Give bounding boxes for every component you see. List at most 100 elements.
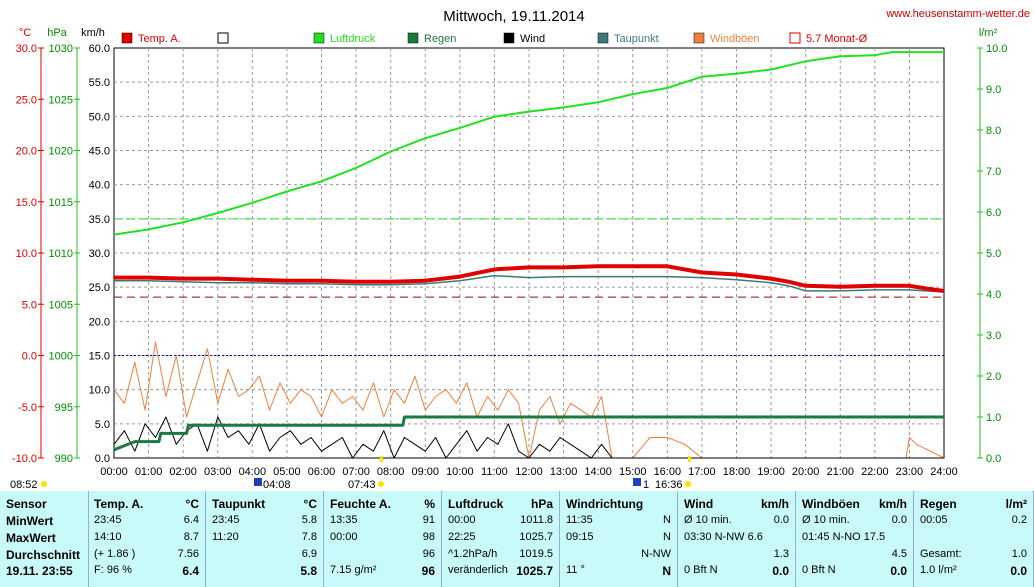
- plot-area: [113, 51, 945, 459]
- wind-tick-label: 20.0: [89, 316, 110, 328]
- moonset-label: 1: [643, 479, 649, 490]
- temp-tick-label: -5.0: [18, 402, 37, 414]
- cell-label: F: 96 %: [94, 564, 132, 576]
- x-tick-label: 08:00: [377, 466, 405, 478]
- rain-unit-label: l/m²: [979, 27, 998, 39]
- sunset-label: 16:36: [655, 479, 683, 490]
- x-tick-label: 00:00: [100, 466, 128, 478]
- cell-label: 09:15: [566, 531, 594, 543]
- x-tick-label: 19:00: [757, 466, 785, 478]
- x-tick-label: 24:00: [930, 466, 958, 478]
- pressure-tick-label: 1005: [49, 299, 73, 311]
- sun-icon: [378, 481, 384, 487]
- wind-unit-label: km/h: [81, 27, 105, 39]
- column-unit: km/h: [760, 497, 789, 511]
- cell-label: 00:00: [448, 514, 476, 526]
- rain-tick-label: 4.0: [986, 289, 1001, 301]
- x-tick-label: 17:00: [688, 466, 716, 478]
- cell-value: 0.2: [1011, 514, 1027, 526]
- series-windb-en: [113, 341, 945, 459]
- cell-label: Ø 10 min.: [684, 514, 732, 526]
- cell-value: 96: [421, 564, 435, 578]
- wind-tick-label: 50.0: [89, 111, 110, 123]
- cell-label: 23:45: [212, 514, 240, 526]
- column-header: Windböen: [802, 497, 860, 511]
- x-tick-label: 14:00: [584, 466, 612, 478]
- cell-label: Ø 10 min.: [802, 514, 850, 526]
- x-tick-label: 06:00: [308, 466, 336, 478]
- column-unit: %: [424, 497, 435, 511]
- x-tick-label: 10:00: [446, 466, 474, 478]
- series-taupunkt: [114, 274, 945, 293]
- cell-value: 1019.5: [519, 548, 553, 560]
- rain-tick-label: 5.0: [986, 248, 1001, 260]
- column-header: Wind: [684, 497, 714, 511]
- column-unit: hPa: [530, 497, 553, 511]
- column-4: Windrichtung 11:35 N 09:15 N N-NW 11 ° N: [560, 491, 678, 587]
- legend-label: Regen: [424, 33, 456, 45]
- rain-tick-label: 8.0: [986, 125, 1001, 137]
- wind-tick-label: 25.0: [89, 282, 110, 294]
- column-0: Temp. A. °C 23:45 6.4 14:10 8.7 (+ 1.86 ) 7.56 F…: [88, 491, 206, 587]
- cell-value: N: [662, 564, 671, 578]
- x-tick-label: 11:00: [481, 466, 508, 478]
- temp-tick-label: 25.0: [16, 94, 37, 106]
- column-7: Regen l/m² 00:05 0.2 Gesamt: 1.0 1.0 l/m² 0.0: [914, 491, 1034, 587]
- column-header: Luftdruck: [448, 497, 504, 511]
- x-tick-label: 13:00: [550, 466, 578, 478]
- sun-icon: [41, 481, 47, 487]
- rain-tick-label: 3.0: [986, 330, 1001, 342]
- website-link[interactable]: www.heusenstamm-wetter.de: [885, 8, 1030, 20]
- rain-tick-label: 1.0: [986, 412, 1001, 424]
- legend-label: Temp. A.: [138, 33, 181, 45]
- chart-title: Mittwoch, 19.11.2014: [443, 8, 584, 25]
- sun-moon-markers: 08:52 04:08 07:43 1 16:36: [10, 456, 691, 490]
- series-regen: [113, 415, 944, 452]
- column-header: Windrichtung: [566, 497, 644, 511]
- column-6: Windböen km/h Ø 10 min. 0.0 01:45 N-NO 17.5 4…: [796, 491, 914, 587]
- cell-value: 5.8: [300, 564, 317, 578]
- cell-value: 6.9: [301, 548, 317, 560]
- cell-value: 96: [422, 548, 435, 560]
- cell-label: 22:25: [448, 531, 476, 543]
- legend-label: Luftdruck: [330, 33, 376, 45]
- cell-value: 91: [422, 514, 435, 526]
- row-label-column: Sensor MinWert MaxWert Durchschnitt 19.11. 2…: [0, 491, 89, 587]
- legend-swatch: [121, 32, 133, 44]
- cell-label: 1.0 l/m²: [920, 564, 957, 576]
- x-tick-label: 12:00: [515, 466, 543, 478]
- x-tick-label: 05:00: [273, 466, 301, 478]
- cell-value: N: [663, 514, 671, 526]
- x-tick-label: 15:00: [619, 466, 647, 478]
- cell-label: 11:35: [566, 514, 593, 526]
- pressure-tick-label: 1020: [49, 146, 73, 158]
- rain-tick-label: 2.0: [986, 371, 1001, 383]
- cell-label: 14:10: [94, 531, 122, 543]
- cell-value: 6.4: [183, 514, 199, 526]
- column-unit: l/m²: [1005, 497, 1027, 511]
- legend-label: 5.7 Monat-Ø: [806, 33, 868, 45]
- wind-tick-label: 35.0: [89, 214, 110, 226]
- x-tick-label: 03:00: [204, 466, 232, 478]
- moon-icon: [254, 478, 262, 486]
- x-tick-label: 18:00: [723, 466, 751, 478]
- cell-label: Gesamt:: [920, 548, 962, 560]
- cell-label: 00:00: [330, 531, 358, 543]
- sunrise-tick: [380, 456, 383, 462]
- cell-value: 7.56: [177, 548, 199, 560]
- cell-value: 4.5: [891, 548, 907, 560]
- cell-value: 6.4: [182, 564, 199, 578]
- wind-tick-label: 10.0: [89, 385, 110, 397]
- rain-tick-label: 7.0: [986, 166, 1001, 178]
- cell-value: 0.0: [772, 564, 789, 578]
- cell-label: 7.15 g/m²: [330, 564, 377, 576]
- pressure-tick-label: 995: [55, 402, 73, 414]
- legend-label: Taupunkt: [614, 33, 659, 45]
- cell-value: 7.8: [301, 531, 317, 543]
- cell-label: 01:45 N-NO 17.5: [802, 531, 886, 543]
- cell-label: 0 Bft N: [684, 564, 718, 576]
- pressure-unit-label: hPa: [47, 27, 67, 39]
- statistics-table: Sensor MinWert MaxWert Durchschnitt 19.11. 2…: [0, 491, 1034, 587]
- wind-tick-label: 40.0: [89, 180, 110, 192]
- temp-unit-label: °C: [19, 27, 31, 39]
